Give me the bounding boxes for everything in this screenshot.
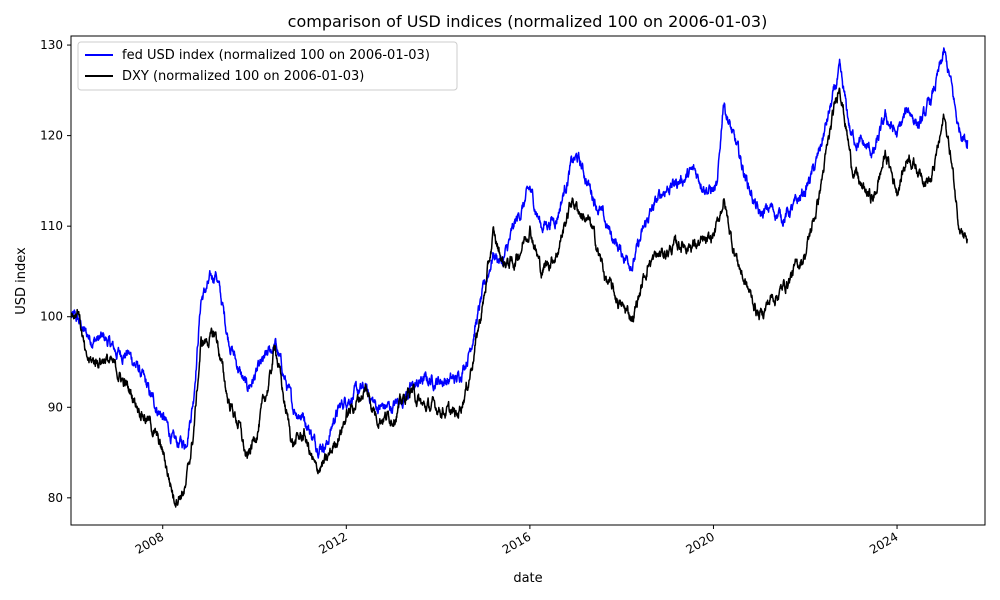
y-tick-label: 90 [48,400,63,414]
y-tick-label: 80 [48,491,63,505]
legend-box [77,41,458,91]
plot-area-frame [70,35,986,526]
legend-label-fed: fed USD index (normalized 100 on 2006-01… [122,48,430,63]
y-axis: 80 90 100 110 120 130 [40,38,71,505]
legend-label-dxy: DXY (normalized 100 on 2006-01-03) [122,69,364,84]
legend: fed USD index (normalized 100 on 2006-01… [77,41,458,91]
chart-title: comparison of USD indices (normalized 10… [288,12,768,31]
y-tick-label: 120 [40,129,63,143]
y-tick-label: 100 [40,310,63,324]
series-layer [70,47,969,508]
series-line-fed-usd-index [70,47,969,459]
y-tick-label: 130 [40,38,63,52]
y-axis-label: USD index [14,247,29,315]
x-axis-label: date [513,571,542,586]
series-line-dxy [70,87,969,508]
y-tick-label: 110 [40,219,63,233]
